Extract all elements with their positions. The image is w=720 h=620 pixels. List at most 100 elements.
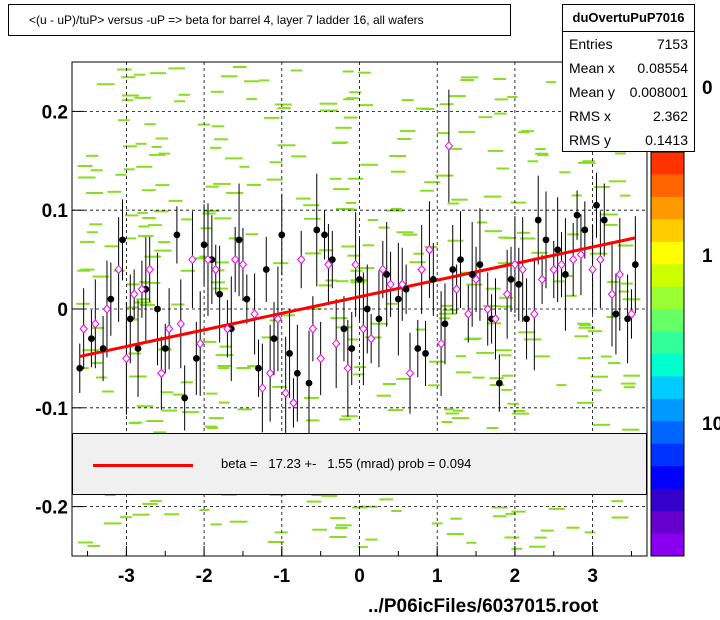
background-bin: [277, 107, 291, 110]
background-bin: [620, 194, 631, 197]
background-bin: [274, 103, 292, 106]
colorbar-segment: [651, 196, 684, 220]
background-bin: [527, 160, 539, 163]
background-bin: [304, 217, 321, 220]
background-bin: [494, 98, 508, 101]
stats-label: RMS x: [569, 108, 611, 124]
data-point-open: [332, 338, 341, 349]
data-point-filled: [181, 394, 189, 402]
background-bin: [347, 254, 361, 257]
background-bin: [535, 152, 548, 155]
background-bin: [534, 355, 550, 358]
background-bin: [204, 425, 218, 428]
data-point-filled: [305, 379, 313, 387]
background-bin: [460, 79, 475, 81]
data-point-open: [238, 259, 248, 270]
background-bin: [149, 500, 162, 503]
data-point-open: [102, 304, 112, 314]
background-bin: [329, 536, 347, 538]
background-bin: [214, 217, 232, 220]
background-bin: [86, 231, 98, 234]
background-bin: [600, 355, 612, 358]
background-bin: [330, 517, 346, 520]
x-tick-label: -3: [118, 566, 135, 587]
background-bin: [203, 209, 220, 212]
background-bin: [593, 186, 610, 188]
background-bin: [590, 375, 609, 378]
background-bin: [138, 225, 150, 228]
data-point-open: [569, 254, 578, 265]
background-bin: [589, 252, 608, 255]
data-point-open: [530, 309, 539, 319]
stats-value: 2.362: [652, 108, 688, 124]
background-bin: [330, 317, 348, 320]
data-point-open: [157, 368, 166, 378]
data-point-open: [137, 284, 147, 294]
background-bin: [89, 223, 103, 226]
data-point-open: [491, 314, 500, 324]
background-bin: [442, 308, 457, 311]
legend-line-sample: [93, 464, 193, 467]
data-point-open: [436, 338, 446, 349]
background-bin: [206, 392, 218, 395]
background-bin: [446, 533, 464, 535]
x-tick-label: 1: [432, 566, 443, 587]
data-point-open: [510, 259, 520, 270]
data-point-open: [588, 264, 597, 275]
background-bin: [158, 152, 171, 155]
background-bin: [608, 180, 627, 183]
data-point-filled: [99, 345, 107, 352]
background-bin: [540, 529, 554, 532]
background-bin: [90, 169, 103, 172]
data-point-open: [452, 284, 461, 294]
background-bin: [507, 402, 519, 405]
data-point-open: [129, 289, 139, 299]
data-point-open: [557, 259, 566, 270]
background-bin: [305, 252, 322, 255]
data-point-filled: [554, 246, 562, 254]
background-bin: [201, 340, 217, 343]
background-bin: [387, 409, 404, 412]
background-bin: [91, 362, 103, 364]
data-point-filled: [255, 364, 262, 372]
background-bin: [202, 212, 216, 215]
background-bin: [139, 281, 150, 283]
background-bin: [611, 500, 624, 503]
data-point-open: [188, 254, 197, 265]
background-bin: [246, 98, 257, 101]
background-bin: [335, 524, 352, 527]
background-bin: [273, 262, 289, 265]
background-bin: [246, 183, 261, 186]
background-bin: [413, 252, 425, 255]
background-bin: [365, 538, 378, 541]
data-point-open: [607, 289, 617, 299]
data-point-open: [351, 259, 360, 270]
background-bin: [578, 161, 596, 164]
background-bin: [121, 76, 136, 79]
data-point-open: [316, 353, 325, 364]
stats-row-rms-y: RMS y 0.1413: [563, 128, 694, 152]
background-bin: [376, 394, 391, 397]
background-bin: [483, 195, 502, 198]
background-bin: [211, 125, 225, 128]
data-point-filled: [449, 266, 457, 273]
data-point-filled: [173, 231, 181, 239]
background-bin: [153, 210, 169, 213]
background-bin: [77, 176, 96, 179]
data-point-filled: [593, 201, 600, 209]
background-bin: [303, 204, 320, 207]
background-bin: [437, 132, 449, 135]
background-bin: [618, 290, 629, 293]
background-bin: [153, 431, 167, 434]
background-bin: [492, 515, 507, 518]
data-point-filled: [542, 236, 550, 244]
data-point-filled: [216, 290, 224, 298]
colorbar-frame: [650, 151, 685, 557]
background-bin: [290, 69, 303, 72]
data-point-open: [576, 249, 586, 260]
background-bin: [358, 71, 371, 74]
background-bin: [132, 513, 150, 516]
data-point-open: [359, 324, 368, 334]
background-bin: [390, 170, 406, 173]
colorbar-segment: [651, 376, 684, 400]
